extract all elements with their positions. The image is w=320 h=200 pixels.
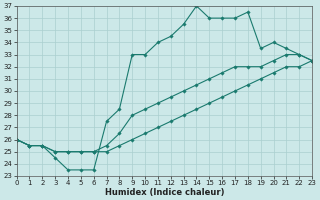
X-axis label: Humidex (Indice chaleur): Humidex (Indice chaleur) xyxy=(105,188,224,197)
